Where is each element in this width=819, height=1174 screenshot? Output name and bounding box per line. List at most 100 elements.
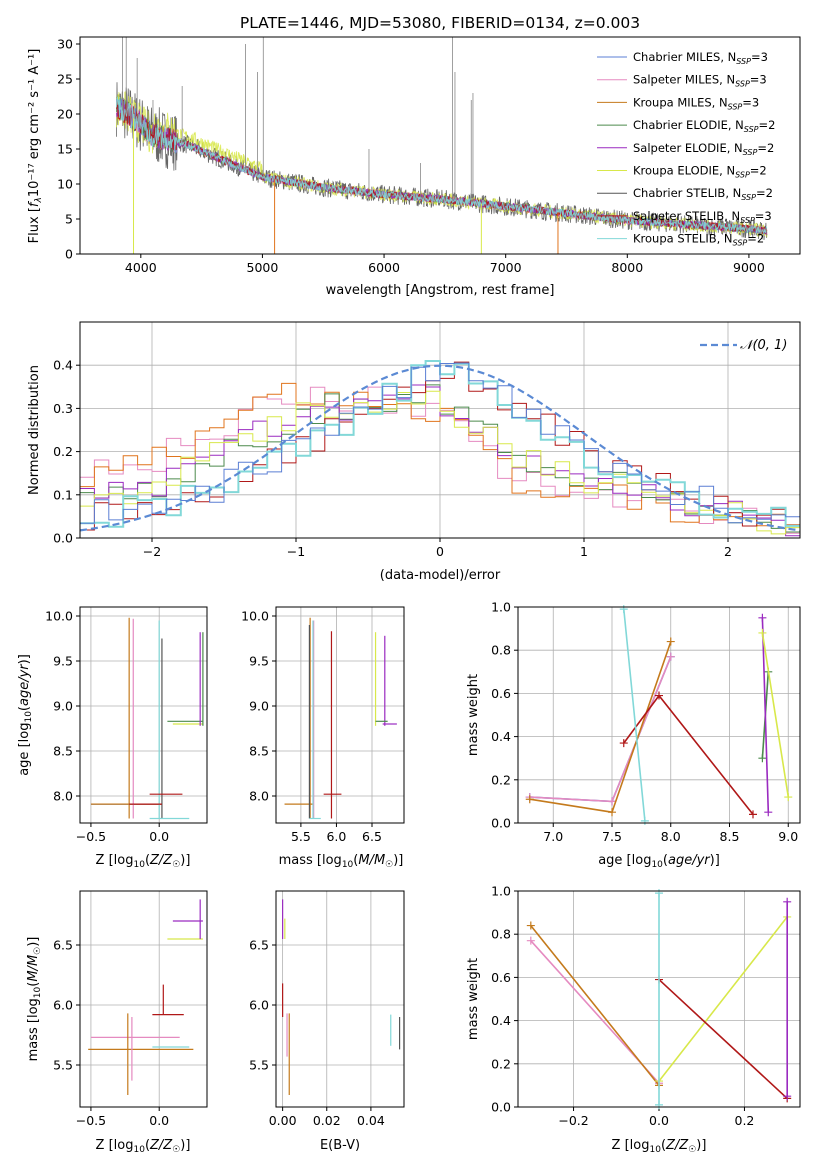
y-tick-label: 5.5 <box>249 1058 269 1073</box>
weight-marker <box>749 810 757 819</box>
y-tick-label: 9.5 <box>53 654 73 669</box>
y-tick-label: 6.5 <box>53 938 73 953</box>
legend-n: =3 <box>750 73 767 87</box>
y-tick-label: 0.0 <box>491 816 511 831</box>
age-mass-axes-frame <box>275 606 405 824</box>
mass-ebv-panel: 0.00 0.02 0.04 5.5 6.0 6.5 <box>249 891 404 1128</box>
y-tick-label: 0.4 <box>53 358 73 373</box>
legend-n: =2 <box>756 186 773 200</box>
legend-text: Salpeter STELIB, N <box>633 209 740 223</box>
x-tick-label: 5.5 <box>291 829 311 844</box>
y-tick-label: 0.2 <box>491 772 511 787</box>
y-tick-label: 0.6 <box>491 970 511 985</box>
x-tick-label: 9.0 <box>778 829 798 844</box>
spectrum-panel: 4000 5000 6000 7000 8000 9000 0 5 10 15 20 25 30 <box>57 37 768 275</box>
y-tick-label: 8.5 <box>249 744 269 759</box>
x-tick-label: 4000 <box>125 260 157 275</box>
mass-z-ylabel: mass [log10(M/M☉)] <box>26 937 43 1062</box>
mass-z-panel: −0.5 0.0 5.5 6.0 6.5 <box>53 891 207 1128</box>
weight-marker <box>526 936 535 945</box>
weight-marker <box>783 897 792 906</box>
x-tick-label: 7000 <box>490 260 522 275</box>
legend-label: Salpeter STELIB, NSSP=3 <box>633 209 772 225</box>
y-tick-label: 25 <box>57 72 73 87</box>
weight-age-panel: 7.0 7.5 8.0 8.5 9.0 0.0 0.2 0.4 0.6 0.8 1.0 <box>491 600 800 844</box>
mass-ebv-axes-frame <box>275 890 405 1108</box>
y-tick-label: 1.0 <box>491 884 511 899</box>
weight-marker <box>784 793 793 802</box>
legend-n: =3 <box>742 95 759 109</box>
residual-panel: −2 −1 0 1 2 0.0 0.1 0.2 0.3 0.4 <box>53 322 800 559</box>
y-tick-label: 9.0 <box>53 699 73 714</box>
x-tick-label: 1 <box>580 544 588 559</box>
y-tick-label: 6.5 <box>249 938 269 953</box>
y-tick-label: 10 <box>57 177 73 192</box>
y-tick-label: 30 <box>57 37 73 52</box>
legend-text: Chabrier ELODIE, N <box>633 118 744 132</box>
y-tick-label: 8.0 <box>53 789 73 804</box>
y-tick-label: 6.0 <box>53 998 73 1013</box>
weight-line <box>761 632 790 798</box>
legend-n: =2 <box>759 118 776 132</box>
weight-line <box>623 609 646 821</box>
x-tick-label: 6.5 <box>362 829 382 844</box>
legend-sub: SSP <box>740 216 755 225</box>
y-tick-label: 10.0 <box>45 609 73 624</box>
x-tick-label: 8.0 <box>661 829 681 844</box>
weight-marker <box>666 652 675 661</box>
x-tick-label: 0.00 <box>269 1113 297 1128</box>
figure-title: PLATE=1446, MJD=53080, FIBERID=0134, z=0… <box>240 14 640 32</box>
legend-text: Chabrier STELIB, N <box>633 186 741 200</box>
age-z-axes-frame <box>79 606 208 824</box>
y-tick-label: 20 <box>57 107 73 122</box>
legend-text: Salpeter ELODIE, N <box>633 141 743 155</box>
normal-curve <box>80 364 800 532</box>
y-tick-label: 0.2 <box>491 1056 511 1071</box>
weight-age-xlabel: age [log10(age/yr)] <box>598 853 720 870</box>
y-tick-label: 15 <box>57 142 73 157</box>
weight-marker <box>608 797 616 806</box>
histogram-lines <box>80 360 800 537</box>
weight-marker <box>758 613 767 622</box>
x-tick-label: 2 <box>724 544 732 559</box>
legend-text: Salpeter MILES, N <box>633 73 735 87</box>
spectrum-xlabel: wavelength [Angstrom, rest frame] <box>326 283 555 298</box>
x-tick-label: 8.5 <box>720 829 740 844</box>
age-z-panel: −0.5 0.0 8.0 8.5 9.0 9.5 10.0 <box>45 607 207 844</box>
y-tick-label: 5 <box>65 212 73 227</box>
y-tick-label: 9.5 <box>249 654 269 669</box>
legend-label: Chabrier STELIB, NSSP=2 <box>633 186 773 202</box>
legend-n: =2 <box>757 141 774 155</box>
residual-axes-frame <box>79 321 801 539</box>
y-tick-label: 0.1 <box>53 487 73 502</box>
x-tick-label: 0 <box>436 544 444 559</box>
weight-marker <box>764 808 773 817</box>
y-tick-label: 1.0 <box>491 600 511 615</box>
x-tick-label: 0.0 <box>649 1113 669 1128</box>
weight-marker <box>758 754 767 763</box>
y-tick-label: 9.0 <box>249 699 269 714</box>
weight-line <box>529 641 672 814</box>
legend-label: Chabrier ELODIE, NSSP=2 <box>633 118 775 134</box>
legend-label: Salpeter ELODIE, NSSP=2 <box>633 141 774 157</box>
x-tick-label: 9000 <box>733 260 765 275</box>
age-mass-xlabel: mass [log10(M/M☉)] <box>279 853 404 870</box>
spectrum-lines <box>116 37 768 254</box>
spectrum-line <box>116 95 768 235</box>
weight-marker <box>783 1092 792 1101</box>
y-tick-label: 8.5 <box>53 744 73 759</box>
legend-sub: SSP <box>728 102 743 111</box>
y-tick-label: 0.4 <box>491 729 511 744</box>
weight-marker <box>525 795 534 804</box>
age-z-ylabel: age [log10(age/yr)] <box>17 654 34 776</box>
y-tick-label: 0.8 <box>491 927 511 942</box>
legend-text: Kroupa MILES, N <box>633 95 728 109</box>
y-tick-label: 8.0 <box>249 789 269 804</box>
legend-n: =2 <box>750 164 767 178</box>
residual-ylabel: Normed distribution <box>27 365 42 495</box>
legend-sub: SSP <box>733 239 748 248</box>
y-tick-label: 10.0 <box>241 609 269 624</box>
weight-age-axes-frame <box>517 606 801 824</box>
weight-marker <box>608 808 616 817</box>
